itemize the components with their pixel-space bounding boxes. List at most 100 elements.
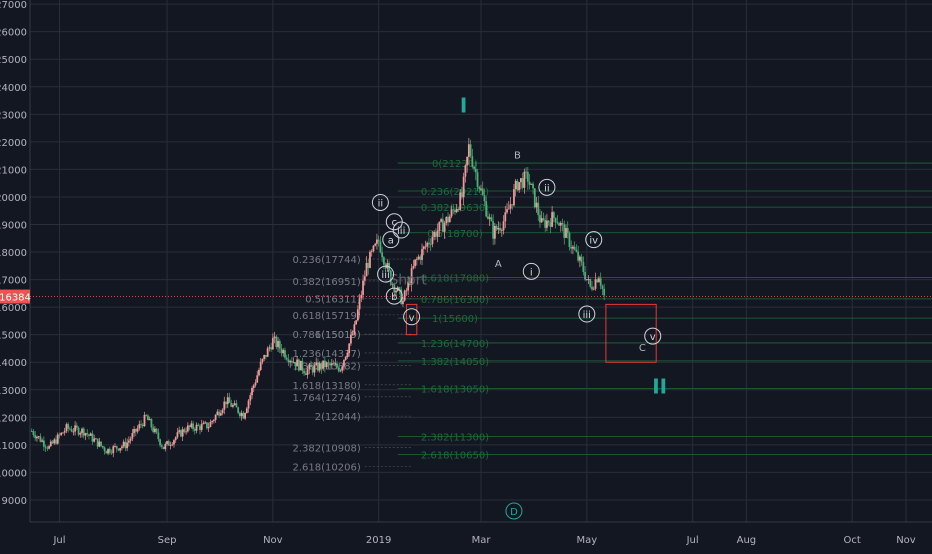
candle-body <box>464 165 467 177</box>
candle-body <box>516 180 519 191</box>
candle-body <box>134 428 137 432</box>
candle-body <box>180 430 182 437</box>
candle-body <box>133 428 135 434</box>
candle-body <box>343 359 345 367</box>
candle-body <box>160 445 163 447</box>
candle-body <box>122 441 125 447</box>
candle-body <box>275 336 278 348</box>
candle-body <box>336 363 338 368</box>
candle-body <box>471 156 474 167</box>
candle-body <box>535 202 538 208</box>
candle-body <box>212 419 215 421</box>
wave-label-circle <box>403 308 421 326</box>
candle-body <box>58 434 61 436</box>
candle-body <box>192 423 194 430</box>
candle-body <box>382 257 385 265</box>
candle-body <box>65 424 68 432</box>
fib-right-label: 0.618(17080) <box>421 273 489 284</box>
candle-body <box>254 382 257 386</box>
candle-body <box>408 281 411 286</box>
candle-body <box>417 256 420 260</box>
candle-body <box>549 222 552 227</box>
fib-left-label: 0.786(15019) <box>293 330 361 341</box>
candle-body <box>150 419 153 428</box>
candle-body <box>546 220 548 228</box>
candle-body <box>483 195 486 202</box>
candle-body <box>525 171 527 173</box>
y-tick-label: 12000 <box>0 413 27 424</box>
candle-body <box>30 431 33 432</box>
candle-body <box>287 359 290 363</box>
candle-body <box>502 221 505 231</box>
candle-body <box>480 188 482 190</box>
candle-body <box>455 209 458 213</box>
wave-label-text: ii <box>544 183 550 194</box>
candle-body <box>200 424 203 430</box>
candle-body <box>249 395 252 401</box>
candle-body <box>53 439 56 444</box>
candle-body <box>591 286 593 290</box>
candle-body <box>556 222 559 224</box>
wave-label-primary: II <box>652 375 667 399</box>
candle-body <box>304 373 307 375</box>
candles-layer <box>30 138 606 458</box>
candle-body <box>232 405 234 407</box>
candle-body <box>585 279 588 281</box>
candle-body <box>594 279 597 289</box>
candle-body <box>183 429 186 432</box>
candle-body <box>547 220 550 223</box>
candle-body <box>551 212 554 227</box>
candle-body <box>386 263 389 269</box>
candle-body <box>570 246 573 249</box>
candle-body <box>476 172 479 187</box>
candle-body <box>426 242 429 247</box>
candle-body <box>271 337 274 350</box>
y-tick-label: 23000 <box>0 110 27 121</box>
candle-body <box>356 309 359 321</box>
candle-body <box>145 414 148 416</box>
candle-body <box>46 447 49 449</box>
wave-label-circle <box>392 221 410 239</box>
candle-body <box>445 216 448 224</box>
x-tick-label: Mar <box>472 535 492 546</box>
candle-body <box>598 278 600 283</box>
candle-body <box>171 444 174 446</box>
candle-body <box>91 433 94 442</box>
candle-body <box>431 236 434 245</box>
candle-body <box>84 433 87 436</box>
candle-body <box>514 180 517 190</box>
candle-body <box>582 262 585 273</box>
y-tick-label: 11000 <box>0 441 27 452</box>
candle-body <box>238 412 241 417</box>
candle-body <box>507 208 510 210</box>
candle-body <box>95 438 97 440</box>
candle-body <box>199 425 201 430</box>
wave-label-text: D <box>510 507 518 518</box>
candle-body <box>162 446 165 450</box>
candle-body <box>407 281 410 291</box>
candle-body <box>81 428 83 434</box>
candle-body <box>530 183 533 185</box>
candle-body <box>500 230 503 232</box>
candle-body <box>511 204 514 206</box>
candle-body <box>599 278 602 286</box>
candle-body <box>211 420 214 423</box>
candle-body <box>67 424 70 429</box>
candle-body <box>424 246 427 248</box>
candle-body <box>350 334 352 344</box>
candle-body <box>323 360 326 368</box>
fib-left-label: 1.618(13180) <box>293 381 361 392</box>
fib-right-label: 1(15600) <box>432 314 478 325</box>
x-tick-label: Nov <box>896 535 916 546</box>
candle-body <box>75 425 78 428</box>
wave-label-circle <box>538 178 556 196</box>
candle-body <box>72 431 75 433</box>
fib-right-label: 2.618(10650) <box>421 451 489 462</box>
y-tick-label: 27000 <box>0 0 27 11</box>
fib-left-label: 2.382(10908) <box>293 443 361 454</box>
candle-body <box>435 231 437 237</box>
candle-body <box>296 359 299 367</box>
candle-body <box>603 288 606 296</box>
candle-body <box>374 243 377 246</box>
